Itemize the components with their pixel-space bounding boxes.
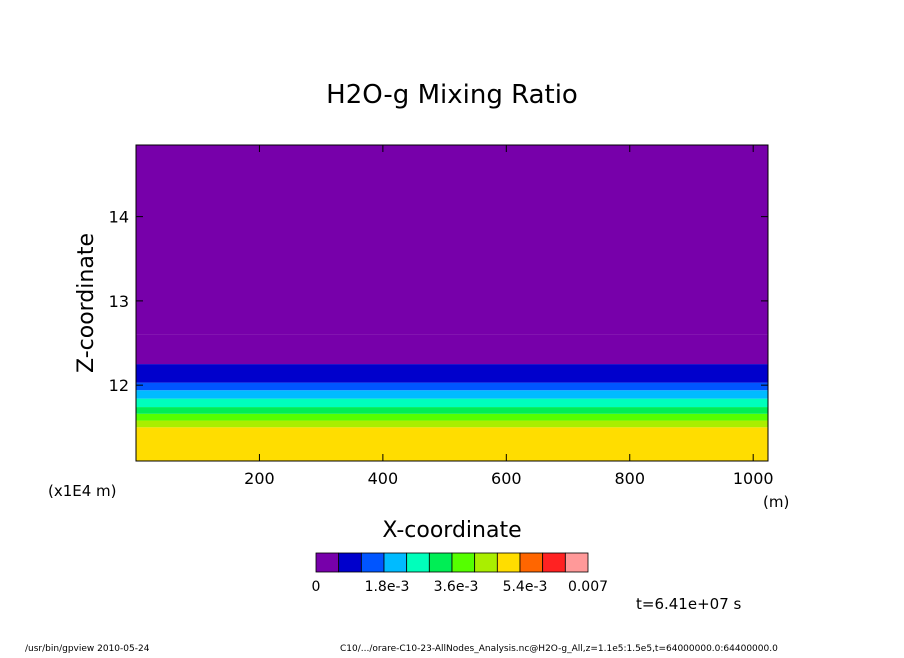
y-axis-label: Z-coordinate <box>74 233 99 373</box>
contour-band <box>136 145 768 335</box>
x-tick-label: 800 <box>614 469 645 488</box>
colorbar-swatch <box>428 552 453 573</box>
contour-band <box>136 420 768 428</box>
chart-title: H2O-g Mixing Ratio <box>326 80 578 110</box>
contour-band <box>136 427 768 461</box>
contour-band <box>136 390 768 399</box>
footer-program: /usr/bin/gpview 2010-05-24 <box>25 644 150 654</box>
colorbar-swatch <box>406 552 430 573</box>
contour-band <box>136 413 768 421</box>
colorbar-swatch <box>315 552 340 573</box>
contour-band <box>136 398 768 408</box>
y-tick-label: 13 <box>109 292 129 311</box>
x-tick-label: 200 <box>244 469 275 488</box>
y-tick-label: 14 <box>109 208 129 227</box>
x-unit-label: (m) <box>763 493 789 511</box>
colorbar-swatch <box>564 552 589 573</box>
colorbar-swatch <box>542 552 566 573</box>
colorbar-swatch <box>496 552 521 573</box>
colorbar-swatch <box>519 552 544 573</box>
y-unit-label: (x1E4 m) <box>48 482 117 500</box>
colorbar <box>315 552 589 573</box>
x-tick-label: 1000 <box>733 469 774 488</box>
time-label: t=6.41e+07 s <box>636 595 742 613</box>
colorbar-swatch <box>338 552 362 573</box>
colorbar-swatch <box>383 552 408 573</box>
contour-band <box>136 407 768 414</box>
colorbar-tick-label: 0.007 <box>568 579 608 595</box>
x-axis-ticks: 200 400 600 800 1000 <box>244 145 774 488</box>
y-tick-label: 12 <box>109 376 129 395</box>
plot-frame <box>135 144 769 462</box>
contour-band <box>136 364 768 383</box>
colorbar-tick-label: 1.8e-3 <box>365 579 410 595</box>
x-tick-label: 400 <box>368 469 399 488</box>
colorbar-tick-label: 0 <box>312 579 321 595</box>
contour-band <box>136 334 768 365</box>
contour-bands <box>136 145 768 461</box>
x-axis-label: X-coordinate <box>382 518 521 543</box>
colorbar-tick-label: 3.6e-3 <box>434 579 479 595</box>
colorbar-swatch <box>360 552 385 573</box>
colorbar-swatch <box>474 552 498 573</box>
colorbar-tick-label: 5.4e-3 <box>503 579 548 595</box>
colorbar-labels: 0 1.8e-3 3.6e-3 5.4e-3 0.007 <box>312 579 609 595</box>
contour-band <box>136 382 768 391</box>
x-tick-label: 600 <box>491 469 522 488</box>
y-axis-ticks: 12 13 14 <box>109 208 768 395</box>
footer-source: C10/.../orare-C10-23-AllNodes_Analysis.n… <box>340 644 778 654</box>
colorbar-swatch <box>451 552 476 573</box>
